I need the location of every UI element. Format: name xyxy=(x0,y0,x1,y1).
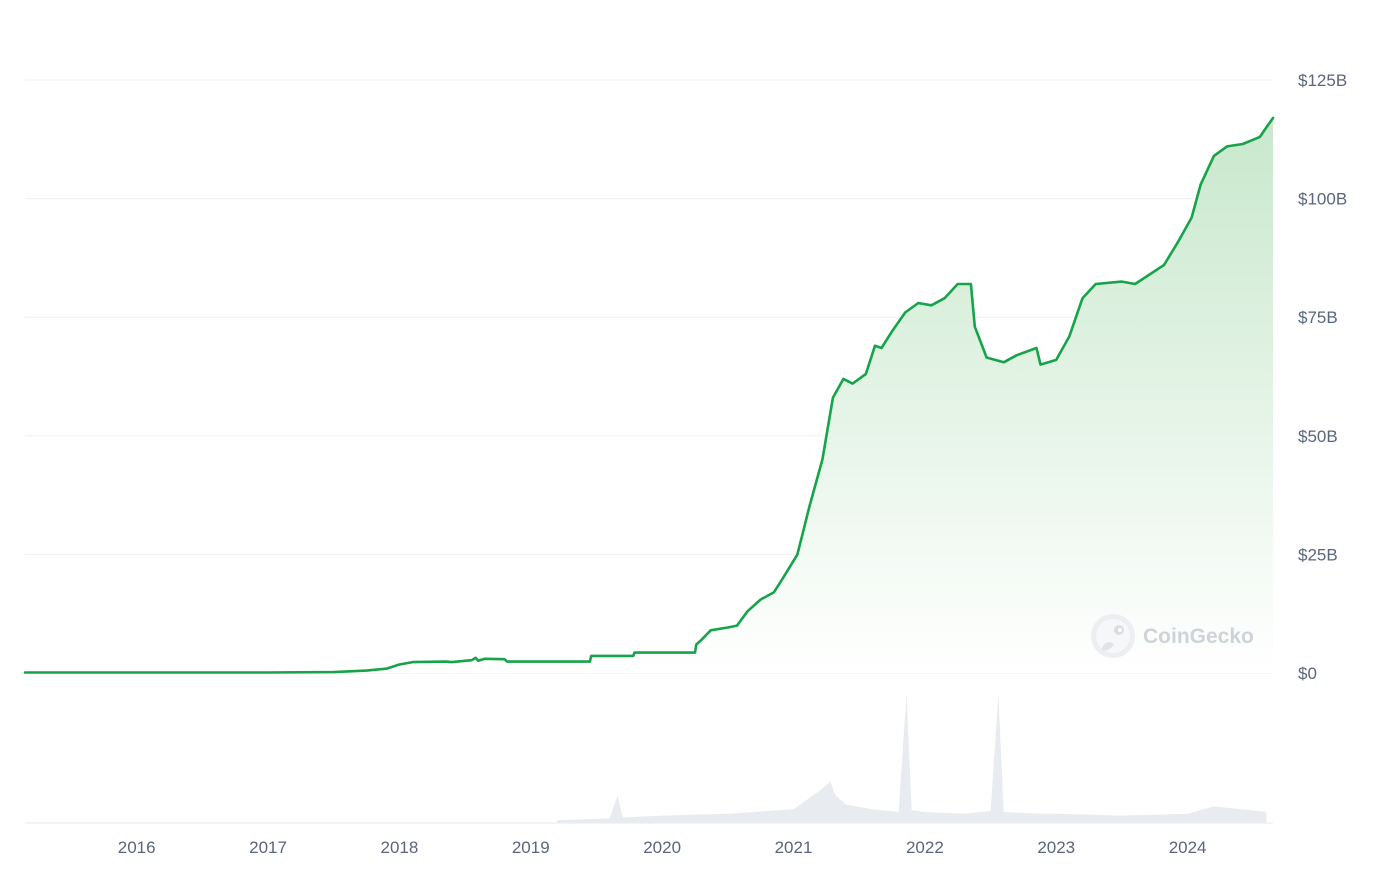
area-layer xyxy=(25,118,1273,673)
market-cap-area xyxy=(25,118,1273,673)
x-tick-label-7: 2023 xyxy=(1037,838,1075,857)
x-tick-label-5: 2021 xyxy=(775,838,813,857)
x-tick-label-4: 2020 xyxy=(643,838,681,857)
y-tick-label-5: $125B xyxy=(1298,71,1347,90)
x-tick-label-1: 2017 xyxy=(249,838,287,857)
x-axis: 2016 2017 2018 2019 2020 2021 2022 2023 2024 xyxy=(118,838,1207,857)
y-tick-label-2: $50B xyxy=(1298,427,1338,446)
x-tick-label-8: 2024 xyxy=(1169,838,1207,857)
grid-layer xyxy=(25,79,1273,824)
gecko-icon xyxy=(1091,614,1135,658)
x-tick-label-6: 2022 xyxy=(906,838,944,857)
coingecko-watermark: CoinGecko xyxy=(1091,614,1254,658)
x-tick-label-3: 2019 xyxy=(512,838,550,857)
y-tick-label-0: $0 xyxy=(1298,664,1317,683)
line-layer xyxy=(23,116,1275,674)
watermark-text: CoinGecko xyxy=(1143,625,1254,648)
x-tick-label-0: 2016 xyxy=(118,838,156,857)
y-tick-label-4: $100B xyxy=(1298,190,1347,209)
volume-area xyxy=(557,694,1267,823)
x-tick-label-2: 2018 xyxy=(380,838,418,857)
y-axis: $0 $25B $50B $75B $100B $125B xyxy=(1298,71,1347,683)
market-cap-line xyxy=(23,116,1275,674)
y-tick-label-1: $25B xyxy=(1298,545,1338,564)
y-tick-label-3: $75B xyxy=(1298,308,1338,327)
volume-layer xyxy=(557,694,1267,823)
